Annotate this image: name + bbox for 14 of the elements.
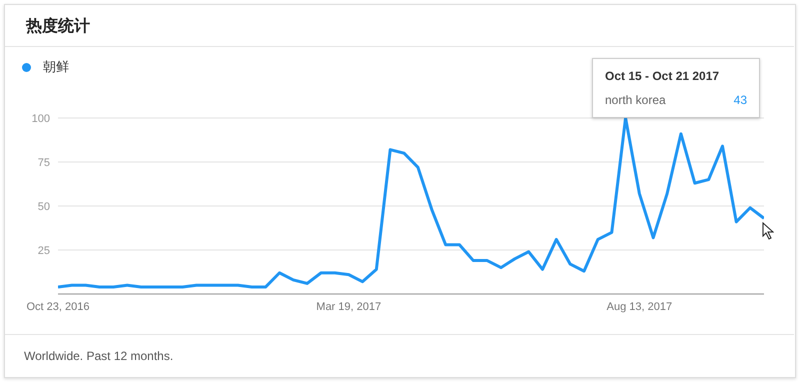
y-tick-label: 25 (38, 244, 50, 257)
x-tick-label: Aug 13, 2017 (606, 300, 672, 313)
line-series (58, 118, 764, 288)
text: 43 (734, 93, 747, 107)
legend-label: 朝鲜 (43, 58, 69, 76)
y-tick-label: 100 (32, 112, 50, 125)
text: north korea (605, 93, 666, 107)
x-tick-label: Mar 19, 2017 (316, 300, 382, 313)
chart-title: 热度统计 (26, 16, 90, 37)
x-tick-label: Oct 23, 2016 (26, 300, 90, 313)
y-tick-label: 50 (38, 200, 50, 213)
text: Oct 15 - Oct 21 2017 (605, 69, 720, 83)
text: Worldwide. Past 12 months. (24, 349, 174, 363)
y-tick-label: 75 (38, 156, 50, 169)
